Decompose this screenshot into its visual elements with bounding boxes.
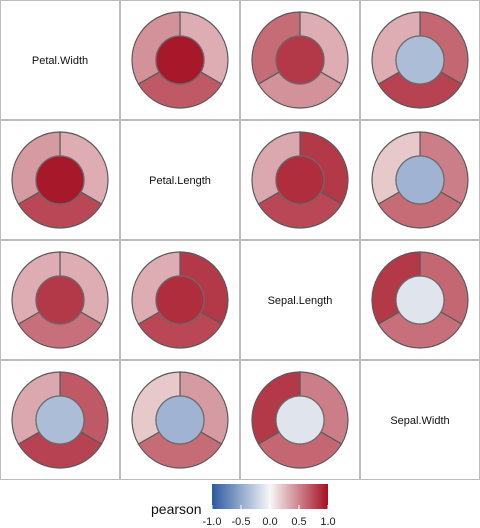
variable-label: Sepal.Width xyxy=(390,415,449,427)
legend-title: pearson xyxy=(151,501,202,517)
variable-label: Petal.Width xyxy=(32,55,88,67)
correlation-donut xyxy=(251,371,349,469)
legend-ticks: -1.0 -0.5 0.0 0.5 1.0 xyxy=(203,505,336,528)
correlation-donut xyxy=(11,371,109,469)
legend-tick-label: -1.0 xyxy=(203,516,222,528)
donut-center xyxy=(155,275,205,325)
correlation-donut xyxy=(251,11,349,109)
legend-tick-label: 0.0 xyxy=(262,516,277,528)
variable-label: Sepal.Length xyxy=(268,295,333,307)
matrix-grid: Petal.Width Petal.Length Sepal.Length Sepal… xyxy=(0,0,480,480)
matrix-cell xyxy=(240,240,360,360)
correlation-donut xyxy=(371,251,469,349)
correlation-donut xyxy=(371,131,469,229)
correlation-donut xyxy=(131,11,229,109)
correlation-donut xyxy=(251,131,349,229)
variable-label: Petal.Length xyxy=(149,175,211,187)
matrix-cell xyxy=(120,120,240,240)
correlation-donut xyxy=(371,11,469,109)
correlation-donut xyxy=(11,131,109,229)
matrix-cell xyxy=(0,0,120,120)
donut-center xyxy=(35,275,85,325)
donut-center xyxy=(395,155,445,205)
donut-center xyxy=(155,35,205,85)
legend-tick-label: 0.5 xyxy=(291,516,306,528)
correlation-donut xyxy=(131,251,229,349)
donut-center xyxy=(395,35,445,85)
correlation-donut xyxy=(131,371,229,469)
donut-center xyxy=(35,155,85,205)
donut-center xyxy=(35,395,85,445)
legend-gradient xyxy=(212,484,328,509)
donut-center xyxy=(275,155,325,205)
donut-center xyxy=(275,395,325,445)
legend: pearson -1.0 -0.5 0.0 0.5 1.0 xyxy=(151,484,336,528)
legend-tick-label: -0.5 xyxy=(232,516,251,528)
donut-center xyxy=(395,275,445,325)
matrix-cell xyxy=(360,360,480,480)
donut-center xyxy=(155,395,205,445)
donut-center xyxy=(275,35,325,85)
legend-tick-label: 1.0 xyxy=(320,516,335,528)
legend-colorbar xyxy=(212,484,328,509)
correlation-donut xyxy=(11,251,109,349)
